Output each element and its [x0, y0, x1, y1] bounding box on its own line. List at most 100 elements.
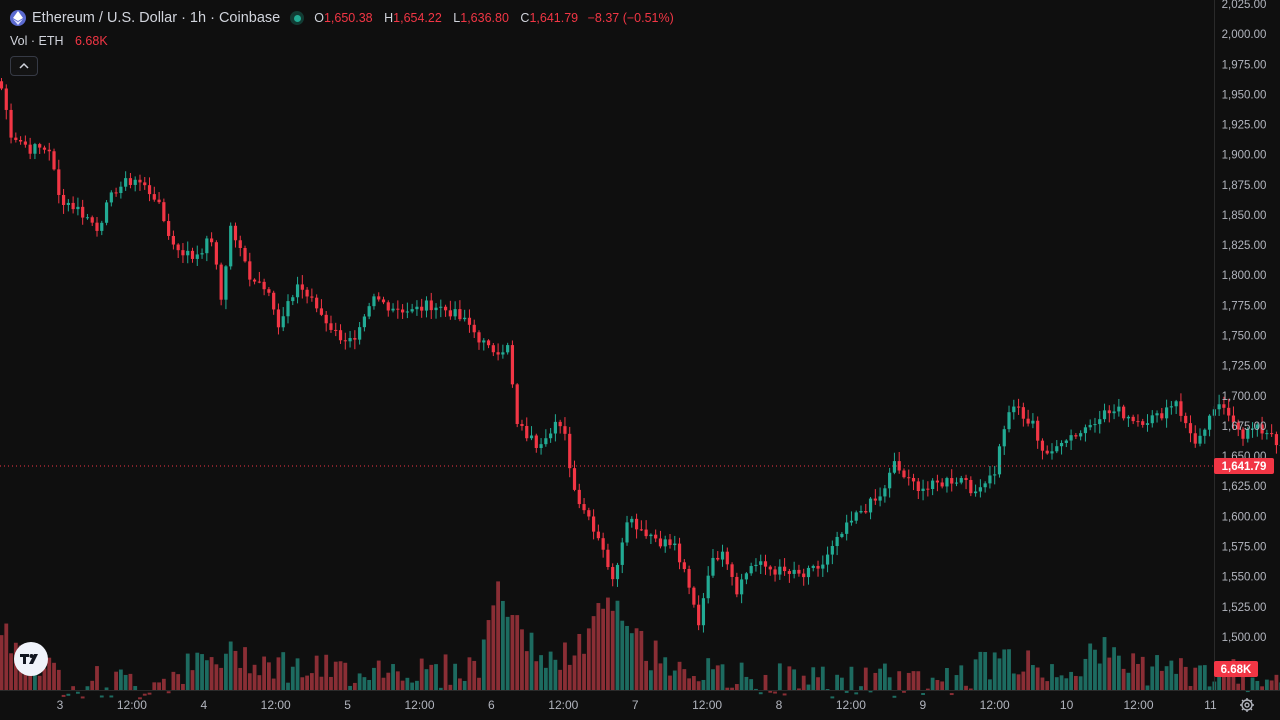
price-tick-label: 1,875.00: [1222, 180, 1267, 192]
candle-body: [1265, 433, 1269, 435]
volume-bar: [1050, 664, 1054, 690]
volume-bar: [424, 669, 429, 690]
volume-bar: [90, 680, 95, 690]
market-status-icon[interactable]: [290, 11, 305, 25]
price-tick-label: 1,950.00: [1222, 89, 1267, 101]
gear-icon: [1240, 698, 1254, 712]
volume-bar: [1002, 649, 1007, 690]
volume-bar: [529, 632, 534, 690]
volume-bar: [691, 676, 696, 690]
volume-bar: [386, 672, 391, 690]
candle-body: [114, 192, 118, 194]
candle-body: [4, 88, 8, 110]
volume-bar: [820, 666, 825, 690]
symbol-title[interactable]: Ethereum / U.S. Dollar · 1h · Coinbase: [32, 10, 281, 26]
tradingview-logo-icon[interactable]: [14, 642, 48, 676]
price-tick-label: 1,900.00: [1222, 150, 1267, 162]
ethereum-icon: [10, 10, 26, 26]
volume-bar: [1155, 655, 1159, 690]
volume-bar: [911, 671, 916, 690]
volume-bar: [314, 655, 319, 690]
volume-bar: [395, 671, 400, 690]
candle-body: [482, 340, 486, 343]
candle-body: [759, 561, 763, 565]
volume-bar: [1140, 656, 1145, 690]
candle-body: [988, 475, 992, 484]
candle-body: [625, 522, 629, 543]
close-value: 1,641.79: [529, 11, 579, 25]
price-tick-label: 1,775.00: [1222, 300, 1267, 312]
price-tick-label: 1,575.00: [1222, 541, 1267, 553]
volume-bar: [333, 661, 338, 690]
volume-bar: [443, 654, 448, 690]
volume-bar: [763, 674, 768, 690]
volume-bar: [243, 647, 247, 690]
volume-bar: [945, 667, 949, 690]
candle-body: [792, 569, 796, 574]
candle-body: [663, 539, 667, 547]
volume-bar: [238, 667, 243, 690]
time-tick-label: 6: [488, 698, 495, 712]
volume-bar: [730, 687, 734, 690]
last-price-badge: 1,641.79: [1214, 457, 1274, 474]
volume-bar: [992, 652, 997, 690]
volume-bar: [1260, 686, 1264, 690]
price-axis[interactable]: 2,025.00 2,000.00 1,975.00 1,950.00 1,925.00…: [1222, 0, 1267, 644]
volume-bar: [123, 674, 128, 690]
close-label: C: [520, 11, 530, 25]
candle-body: [697, 604, 701, 626]
volume-bar: [453, 663, 458, 690]
volume-bar: [252, 664, 257, 690]
volume-bar: [696, 681, 701, 690]
candle-body: [362, 316, 366, 328]
candle-body: [14, 137, 18, 140]
volume-bar: [434, 664, 438, 690]
candle-body: [720, 551, 725, 560]
candle-body: [821, 564, 825, 569]
candle-body: [644, 529, 648, 537]
candle-body: [190, 250, 195, 259]
ohlc-values: O1,650.38 H1,654.22 L1,636.80 C1,641.79 …: [312, 11, 680, 25]
candle-body: [964, 478, 968, 480]
candle-body: [1059, 442, 1064, 447]
candle-body: [974, 491, 978, 494]
time-tick-label: 12:00: [548, 698, 578, 712]
time-tick-label: 9: [919, 698, 926, 712]
volume-bar: [228, 641, 233, 690]
collapse-legend-button[interactable]: [10, 56, 38, 76]
candle-body: [649, 534, 653, 537]
volume-bar: [572, 655, 577, 690]
chart-settings-button[interactable]: [1238, 696, 1256, 714]
volume-bar: [687, 678, 691, 690]
price-tick-label: 1,750.00: [1222, 331, 1267, 343]
volume-bar: [782, 693, 787, 696]
candle-body: [262, 281, 266, 290]
volume-bar: [515, 615, 520, 690]
volume-bar: [1107, 657, 1112, 690]
candle-body: [950, 478, 954, 484]
time-axis[interactable]: 3 12:00 4 12:00 5 12:00 6 12:00 7 12:00 8 12:00 9 12:…: [57, 698, 1217, 712]
candle-body: [124, 178, 128, 187]
candle-body: [735, 576, 739, 595]
candle-body: [38, 144, 42, 148]
candle-body: [544, 438, 548, 445]
volume-bar: [539, 655, 543, 690]
volume-bar: [324, 654, 329, 690]
volume-bar: [1059, 675, 1064, 690]
candle-body: [324, 314, 328, 324]
volume-bar: [524, 651, 529, 690]
volume-bar: [797, 688, 801, 691]
candle-body: [1012, 406, 1016, 413]
candle-body: [1083, 427, 1088, 434]
candle-body: [668, 539, 672, 546]
candle-body: [1150, 415, 1154, 424]
volume-bar: [586, 628, 591, 690]
volume-bar: [840, 677, 844, 690]
candle-body: [133, 179, 137, 185]
volume-bar: [99, 695, 104, 698]
volume-bar: [257, 675, 262, 690]
candle-body: [257, 281, 261, 283]
volume-bar: [185, 653, 190, 690]
volume-bar: [553, 659, 558, 690]
